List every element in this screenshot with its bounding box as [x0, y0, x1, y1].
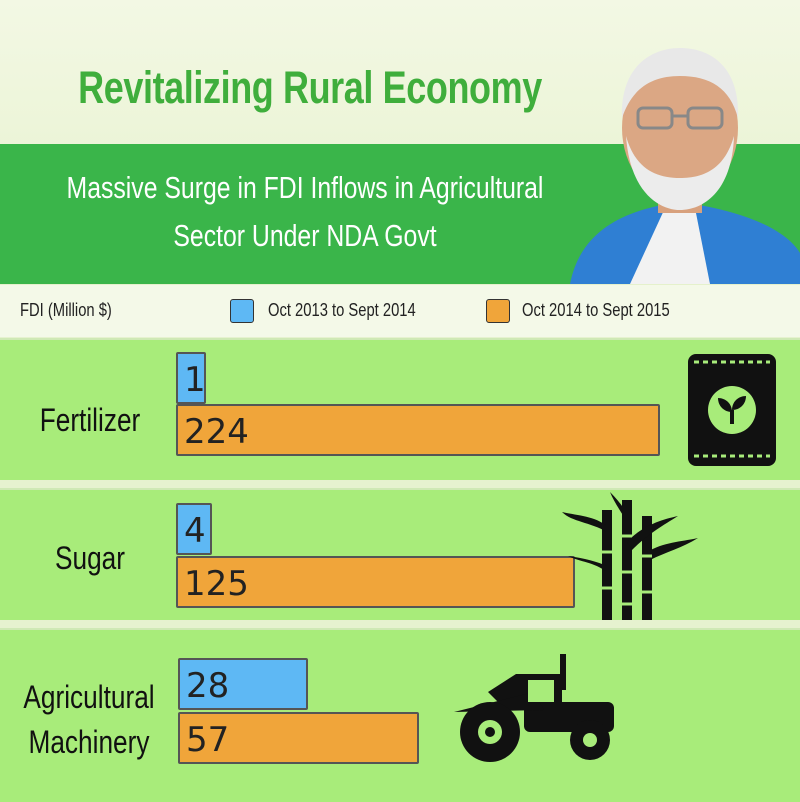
category-label-sugar: Sugar [54, 540, 126, 576]
legend-swatch-series2 [486, 299, 510, 323]
legend-swatch-series1 [230, 299, 254, 323]
unit-label: FDI (Million $) [20, 300, 112, 320]
subtitle-line-1: Massive Surge in FDI Inflows in Agricult… [66, 170, 544, 205]
bar-value-label-sugar-series2: 125 [184, 564, 249, 604]
bar-sugar-series2 [176, 556, 575, 608]
category-label-agricultural: Agricultural [23, 679, 155, 715]
sugarcane-icon [562, 492, 698, 620]
bar-value-label-fertilizer-series2: 224 [184, 412, 249, 452]
category-label-machinery: Machinery [28, 724, 150, 760]
bar-value-label-agricultural-machinery-series2: 57 [186, 720, 230, 760]
legend-label-series2: Oct 2014 to Sept 2015 [522, 300, 670, 320]
fertilizer-bag-icon [688, 354, 776, 466]
page-title: Revitalizing Rural Economy [78, 62, 542, 113]
category-label-fertilizer: Fertilizer [39, 402, 141, 438]
bar-value-label-agricultural-machinery-series1: 28 [186, 666, 230, 706]
portrait-image [570, 48, 800, 284]
bar-fertilizer-series1 [176, 352, 206, 404]
bar-value-label-sugar-series1: 4 [184, 511, 206, 551]
legend-label-series1: Oct 2013 to Sept 2014 [268, 300, 416, 320]
bar-sugar-series1 [176, 503, 212, 555]
bar-value-label-fertilizer-series1: 1 [184, 360, 206, 400]
legend-row [0, 285, 800, 337]
bar-fertilizer-series2 [176, 404, 660, 456]
bar-agricultural-machinery-series2 [178, 712, 419, 764]
subtitle-line-2: Sector Under NDA Govt [173, 218, 437, 253]
tractor-icon [454, 654, 614, 762]
bar-agricultural-machinery-series1 [178, 658, 309, 710]
